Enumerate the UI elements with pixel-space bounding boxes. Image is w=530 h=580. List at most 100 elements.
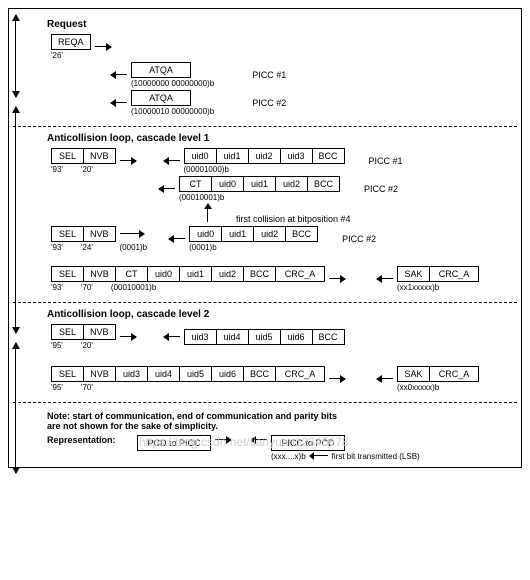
box-crca: CRC_A [275,366,325,382]
box-atqa-2: ATQA [131,90,191,106]
sub-00010001: (00010001)b [179,193,224,202]
arrow-left [377,274,393,284]
box-uid4: uid4 [216,329,248,345]
arrow-right [120,229,144,239]
box-uid3: uid3 [280,148,312,164]
arrow-left [377,374,393,384]
arrow-right [329,274,345,284]
box-bcc: BCC [307,176,340,192]
arrow-right [329,374,345,384]
sub-picc: (xxx....x)b [271,452,306,461]
picc-2: PICC #2 [364,184,414,194]
section-anti1: Anticollision loop, cascade level 1 SEL … [13,129,517,300]
box-uid0: uid0 [184,148,216,164]
box-uid6: uid6 [280,329,312,345]
box-crca: CRC_A [429,266,479,282]
divider [13,302,517,303]
box-sel: SEL [51,266,83,282]
lsb-label: first bit transmitted (LSB) [332,452,420,461]
box-bcc: BCC [243,366,275,382]
arrow-left [251,435,267,445]
box-uid4: uid4 [147,366,179,382]
sub-0001-b: (0001)b [189,243,217,252]
box-uid1: uid1 [243,176,275,192]
arrow-left [111,70,127,80]
box-uid1: uid1 [179,266,211,282]
box-bcc: BCC [243,266,275,282]
arrow-right [120,156,136,166]
sub-nvb24: '24' [81,243,93,252]
box-uid2: uid2 [211,266,243,282]
box-nvb: NVB [83,324,116,340]
sub-00010001: (00010001)b [111,283,156,292]
box-nvb: NVB [83,266,115,282]
box-crca: CRC_A [275,266,325,282]
box-uid0: uid0 [189,226,221,242]
box-nvb: NVB [83,148,116,164]
collision-label: first collision at bitposition #4 [236,214,351,224]
sub-sel: '95' [51,383,63,392]
box-uid2: uid2 [253,226,285,242]
box-uid0: uid0 [147,266,179,282]
sub-sel: '93' [51,165,63,174]
divider [13,402,517,403]
box-bcc: BCC [312,148,345,164]
box-uid3: uid3 [184,329,216,345]
box-atqa-1: ATQA [131,62,191,78]
picc-1: PICC #1 [369,156,419,166]
box-uid0: uid0 [211,176,243,192]
sub-nvb70: '70' [81,383,93,392]
box-pcd-to-picc: PCD to PICC [137,435,211,451]
box-uid5: uid5 [248,329,280,345]
box-reqa: REQA [51,34,91,50]
box-uid2: uid2 [275,176,307,192]
sub-reqa: '26' [51,51,63,60]
box-ct: CT [115,266,147,282]
box-sel: SEL [51,226,83,242]
sub-sak: (xx0xxxxx)b [397,383,439,392]
sub-sak: (xx1xxxxx)b [397,283,439,292]
arrow-right [120,332,136,342]
box-sak: SAK [397,366,429,382]
box-uid1: uid1 [216,148,248,164]
repr-label: Representation: [47,435,133,445]
title-anti1: Anticollision loop, cascade level 1 [47,133,517,144]
picc-2: PICC #2 [342,234,392,244]
box-ct: CT [179,176,211,192]
box-sel: SEL [51,366,83,382]
collision-arrow-icon [207,204,208,222]
box-sel: SEL [51,324,83,340]
arrow-left [164,332,180,342]
arrow-right [215,435,231,445]
arrow-left [159,184,175,194]
box-uid1: uid1 [221,226,253,242]
arrow-right [95,42,111,52]
sub-sel: '93' [51,243,63,252]
sub-nvb20: '20' [81,341,93,350]
box-uid3: uid3 [115,366,147,382]
box-bcc: BCC [285,226,318,242]
sub-nvb70: '70' [81,283,93,292]
sub-atqa-2: (10000010 00000000)b [131,107,214,116]
note: Note: start of communication, end of com… [47,411,517,431]
sub-00001000: (00001000)b [184,165,229,174]
box-sel: SEL [51,148,83,164]
box-picc-to-pcd: PICC to PCD [271,435,345,451]
box-bcc: BCC [312,329,345,345]
diagram-frame: Request REQA '26' ATQA (10000000 0000000… [8,8,522,468]
note-line1: Note: start of communication, end of com… [47,411,337,421]
picc-1: PICC #1 [252,70,302,80]
sub-0001-a: (0001)b [120,243,148,252]
arrow-left [111,98,127,108]
sub-sel: '93' [51,283,63,292]
sub-nvb20: '20' [81,165,93,174]
box-nvb: NVB [83,226,116,242]
box-uid2: uid2 [248,148,280,164]
box-crca: CRC_A [429,366,479,382]
arrow-left [169,234,185,244]
section-anti2: Anticollision loop, cascade level 2 SEL … [13,305,517,400]
sub-atqa-1: (10000000 00000000)b [131,79,214,88]
arrow-left [164,156,180,166]
title-anti2: Anticollision loop, cascade level 2 [47,309,517,320]
section-request: Request REQA '26' ATQA (10000000 0000000… [13,15,517,124]
